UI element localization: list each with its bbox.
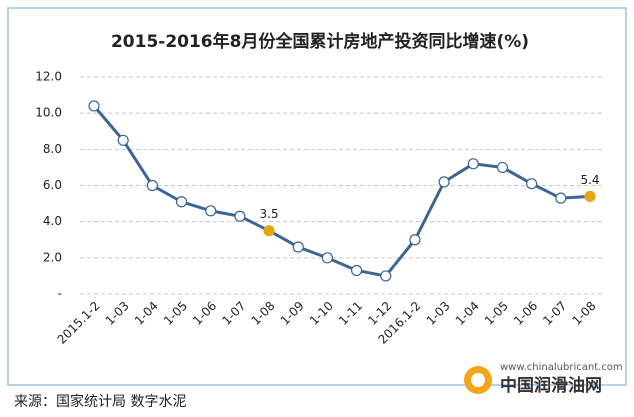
- y-tick-label: 4.0: [43, 214, 62, 228]
- brand-name: 中国润滑油网: [500, 375, 602, 396]
- data-point: [263, 225, 275, 237]
- chart-title: 2015-2016年8月份全国累计房地产投资同比增速(%): [111, 31, 529, 52]
- data-point: [526, 178, 538, 190]
- data-point: [321, 252, 334, 264]
- data-label: 3.5: [260, 207, 279, 221]
- data-point: [117, 134, 129, 146]
- data-point: [584, 190, 596, 202]
- data-point: [292, 241, 304, 253]
- data-label: 5.4: [580, 173, 599, 187]
- source-note: 来源：国家统计局 数字水泥: [14, 393, 186, 410]
- brand-logo-inner: [471, 373, 485, 387]
- y-tick-label: -: [58, 287, 62, 301]
- data-point: [88, 100, 100, 112]
- y-tick-label: 6.0: [43, 178, 62, 192]
- data-point: [205, 205, 217, 217]
- data-point: [409, 234, 421, 246]
- data-point: [234, 210, 246, 222]
- data-point: [438, 176, 450, 188]
- data-point: [496, 161, 509, 174]
- data-point: [146, 179, 158, 192]
- data-point: [350, 264, 363, 277]
- y-tick-label: 8.0: [43, 142, 62, 156]
- y-tick-label: 12.0: [35, 70, 62, 84]
- data-point: [175, 196, 188, 208]
- data-point: [555, 192, 567, 204]
- y-tick-label: 2.0: [43, 250, 62, 264]
- y-tick-label: 10.0: [35, 106, 62, 120]
- data-point: [467, 158, 479, 170]
- website: www.chinalubricant.com: [500, 362, 623, 373]
- data-point: [380, 270, 392, 282]
- chart-frame: [7, 7, 627, 386]
